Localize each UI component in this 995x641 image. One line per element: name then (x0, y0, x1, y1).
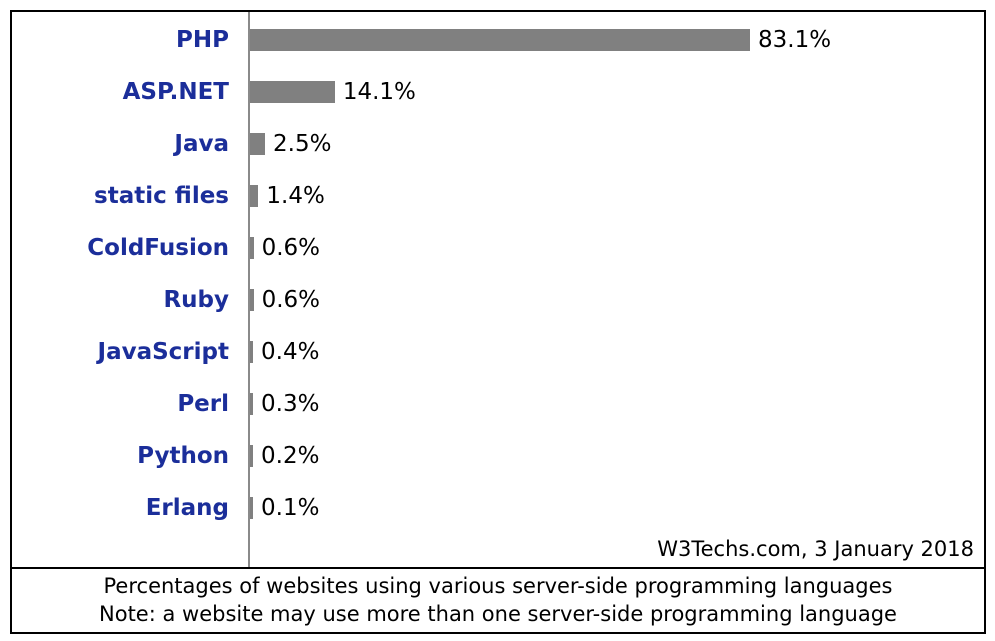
value-label: 2.5% (273, 131, 332, 157)
value-label: 0.1% (261, 495, 320, 521)
bar (250, 133, 266, 155)
category-label: static files (94, 183, 229, 209)
caption-line-1: Percentages of websites using various se… (103, 574, 893, 598)
category-label: PHP (176, 27, 229, 53)
bar (250, 393, 253, 415)
value-label: 83.1% (758, 27, 832, 53)
category-label: Erlang (145, 495, 229, 521)
plot-area: W3Techs.com, 3 January 2018 PHP 83.1% ASP.… (12, 12, 984, 567)
value-label: 0.3% (261, 391, 320, 417)
category-label: ASP.NET (122, 79, 229, 105)
category-label: Java (174, 131, 229, 157)
bar (250, 289, 254, 311)
category-label: Python (137, 443, 229, 469)
category-label: JavaScript (97, 339, 229, 365)
value-label: 14.1% (342, 79, 416, 105)
bar (250, 29, 750, 51)
category-label: ColdFusion (87, 235, 229, 261)
value-label: 1.4% (266, 183, 325, 209)
bar (250, 445, 253, 467)
bar (250, 341, 253, 363)
value-label: 0.6% (261, 287, 321, 313)
value-label: 0.2% (261, 443, 320, 469)
bar (250, 237, 254, 259)
bar (250, 185, 259, 207)
bar (250, 497, 253, 519)
category-label: Ruby (163, 287, 229, 313)
value-label: 0.6% (261, 235, 321, 261)
chart-frame: W3Techs.com, 3 January 2018 PHP 83.1% ASP.… (10, 10, 986, 634)
category-label: Perl (177, 391, 229, 417)
value-label: 0.4% (261, 339, 320, 365)
axis-baseline (248, 12, 250, 567)
chart-caption: Percentages of websites using various se… (12, 567, 984, 632)
source-note: W3Techs.com, 3 January 2018 (657, 537, 974, 561)
bar (250, 81, 335, 103)
caption-line-2: Note: a website may use more than one se… (99, 602, 897, 626)
